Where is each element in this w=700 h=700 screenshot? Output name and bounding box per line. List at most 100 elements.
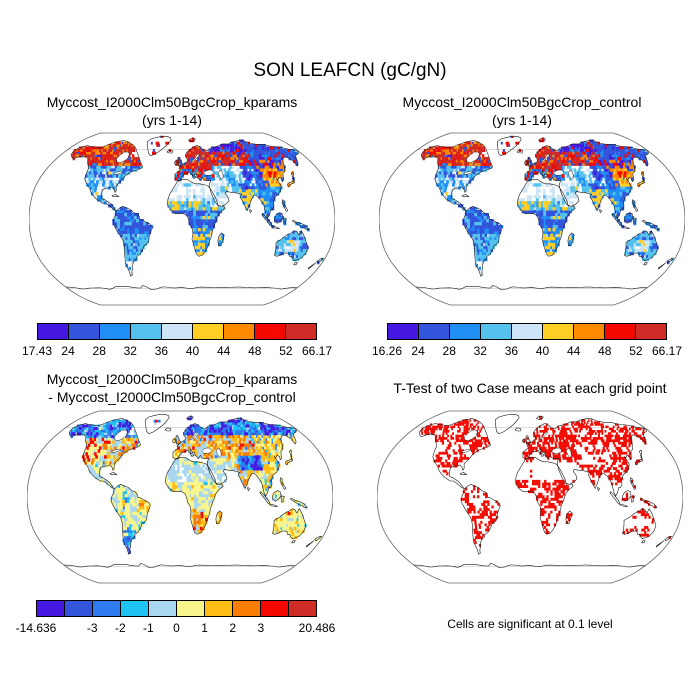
colorbar-label: 3 <box>257 621 265 635</box>
data-cells-layer <box>425 141 644 187</box>
colorbar-label: 32 <box>123 344 137 358</box>
colorbar-segment <box>543 324 574 339</box>
lake-gk <box>111 448 122 453</box>
lake-gk <box>461 448 472 453</box>
coastline-layer <box>421 136 675 277</box>
colorbar-diff-bar <box>36 600 317 617</box>
colorbar-label: 1 <box>201 621 208 635</box>
lake-bl <box>539 431 548 441</box>
data-cells-layer <box>71 141 249 169</box>
lake-cs <box>567 169 574 180</box>
data-cells-layer <box>81 419 291 531</box>
panel-title-control: Myccost_I2000Clm50BgcCrop_control (yrs 1… <box>372 93 672 129</box>
colorbar-segment <box>162 324 193 339</box>
lake-bs <box>203 169 214 176</box>
colorbar-control-bar <box>387 323 667 340</box>
colorbar-label: 48 <box>248 344 262 358</box>
colorbar-label: -2 <box>114 621 126 635</box>
colorbar-label: 28 <box>442 344 456 358</box>
colorbar-segment <box>205 601 233 616</box>
data-cells-layer <box>80 141 310 271</box>
colorbar-label: 20.486 <box>298 621 336 635</box>
antarctica-outline <box>415 285 648 290</box>
colorbar-segment <box>605 324 636 339</box>
map-border <box>379 132 685 306</box>
colorbar-segment <box>93 601 121 616</box>
colorbar-segment <box>65 601 93 616</box>
colorbar-segment <box>224 324 255 339</box>
map-ttest <box>377 410 683 584</box>
colorbar-segment <box>131 324 162 339</box>
map-border <box>377 410 683 584</box>
lake-hb <box>114 429 128 442</box>
map-border <box>27 410 333 584</box>
lake-bl <box>189 431 198 441</box>
data-cells-layer <box>72 135 296 181</box>
colorbar-label: -14.636 <box>15 621 57 635</box>
colorbar-label: 52 <box>279 344 293 358</box>
colorbar-segment <box>286 324 316 339</box>
panel-title-kparams: Myccost_I2000Clm50BgcCrop_kparams (yrs 1… <box>22 93 322 129</box>
colorbar-segment <box>177 601 205 616</box>
coastline-layer <box>419 414 673 555</box>
colorbar-segment <box>37 601 65 616</box>
antarctica-outline <box>413 563 646 568</box>
lake-bs <box>553 169 564 176</box>
lake-bs <box>551 447 562 454</box>
data-cells-layer <box>436 165 674 262</box>
panel-title-diff: Myccost_I2000Clm50BgcCrop_kparams - Mycc… <box>22 370 322 406</box>
colorbar-control: 16.26 24 28 32 36 40 44 48 52 66.17 <box>372 323 682 365</box>
lake-gk <box>113 170 124 175</box>
colorbar-segment <box>636 324 666 339</box>
data-cells-layer <box>445 168 647 256</box>
colorbar-segment <box>289 601 316 616</box>
colorbar-segment <box>450 324 481 339</box>
data-cells-layer <box>95 168 297 256</box>
panel-title-line2: (yrs 1-14) <box>492 112 552 128</box>
colorbar-kparams-bar <box>37 323 317 340</box>
map-kparams <box>29 132 335 306</box>
colorbar-label: 48 <box>598 344 612 358</box>
data-cells-layer <box>71 419 308 549</box>
data-cells-layer <box>69 415 297 546</box>
panel-title-line1: Myccost_I2000Clm50BgcCrop_kparams <box>46 371 298 387</box>
figure-title: SON LEAFCN (gC/gN) <box>253 60 447 81</box>
colorbar-label: 36 <box>154 344 169 358</box>
colorbar-segment <box>574 324 605 339</box>
data-cells-layer <box>86 165 324 262</box>
colorbar-segment <box>149 601 177 616</box>
colorbar-segment <box>69 324 100 339</box>
data-cells-layer <box>84 427 322 543</box>
colorbar-segment <box>261 601 289 616</box>
colorbar-segment <box>481 324 512 339</box>
lake-cs <box>565 447 572 458</box>
colorbar-label: 44 <box>566 344 581 358</box>
colorbar-label: 52 <box>629 344 643 358</box>
colorbar-diff: -14.636 -3 -2 -1 0 1 2 3 20.486 <box>16 600 335 642</box>
lake-cs <box>215 447 222 458</box>
lake-bl <box>191 153 200 163</box>
lake-hb <box>464 429 478 442</box>
data-cells-layer <box>83 165 305 276</box>
colorbar-label: -1 <box>143 621 154 635</box>
colorbar-kparams: 17.43 24 28 32 36 40 44 48 52 66.17 <box>22 323 332 365</box>
colorbar-segment <box>100 324 131 339</box>
colorbar-label: 28 <box>92 344 106 358</box>
map-diff <box>27 410 333 584</box>
coastline-layer <box>69 414 323 555</box>
colorbar-segment <box>38 324 69 339</box>
colorbar-label: 17.43 <box>21 344 53 358</box>
data-cells-layer <box>433 165 655 276</box>
lake-gk <box>463 170 474 175</box>
colorbar-segment <box>193 324 224 339</box>
data-cells-layer <box>75 141 294 187</box>
colorbar-label: 24 <box>61 344 75 358</box>
map-control <box>379 132 685 306</box>
antarctica-outline <box>63 563 296 568</box>
colorbar-label: 24 <box>411 344 425 358</box>
data-cells-layer <box>421 141 599 169</box>
map-border <box>29 132 335 306</box>
colorbar-segment <box>512 324 543 339</box>
data-cells-layer <box>72 417 307 546</box>
